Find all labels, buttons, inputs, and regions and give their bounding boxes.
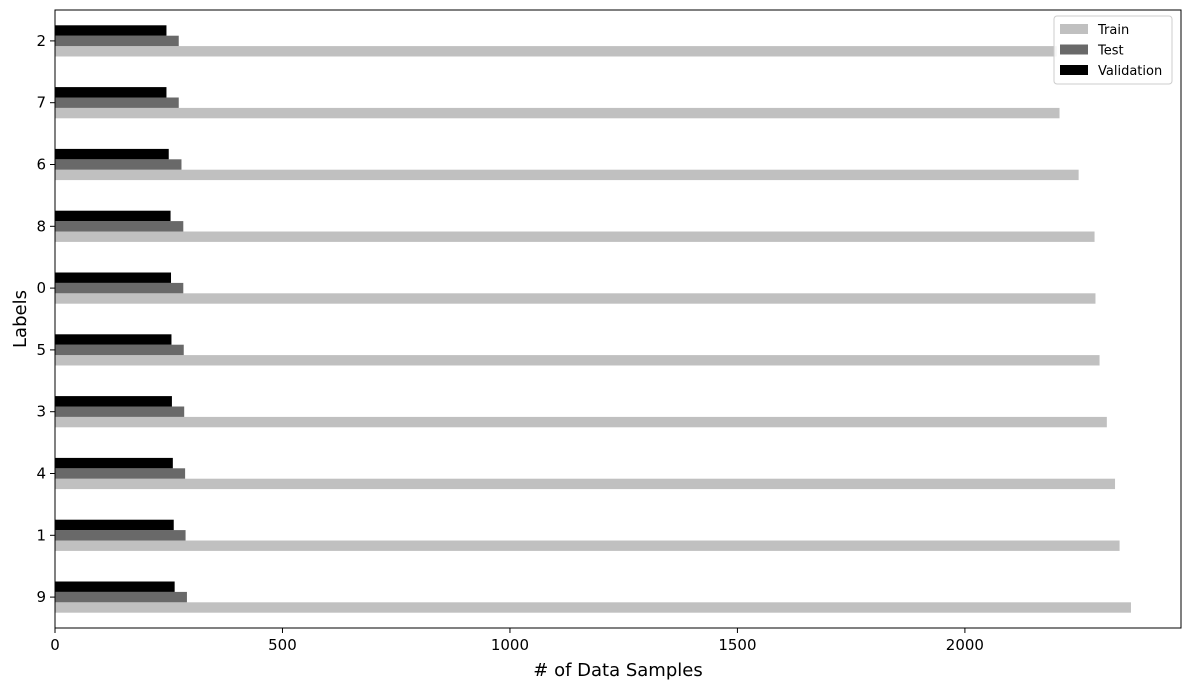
y-axis-label: Labels [10,290,31,348]
legend-swatch-validation [1060,65,1088,75]
bar-validation-label-7 [55,87,167,98]
bar-validation-label-1 [55,519,174,531]
bars-group [55,25,1131,613]
bar-train-label-7 [55,107,1060,119]
bar-validation-label-0 [55,272,172,283]
legend-swatch-train [1060,24,1088,34]
x-tick-label: 1000 [491,636,529,654]
bar-test-label-2 [55,35,179,47]
bar-validation-label-6 [55,148,169,160]
bar-train-label-2 [55,46,1057,57]
bar-validation-label-8 [55,210,171,222]
legend-label-train: Train [1097,23,1129,38]
y-tick-label: 0 [36,279,46,297]
bar-test-label-5 [55,344,184,356]
bar-test-label-7 [55,97,179,108]
bar-train-label-4 [55,478,1116,490]
bar-test-label-1 [55,530,186,541]
legend-swatch-test [1060,44,1088,55]
bar-test-label-0 [55,282,184,294]
x-tick-label: 500 [268,636,297,654]
x-tick-label: 1500 [718,636,756,654]
bar-train-label-0 [55,293,1096,304]
bar-train-label-5 [55,355,1100,366]
x-axis-label: # of Data Samples [533,660,702,681]
y-ticks-group: 9 1 4 3 5 0 8 6 7 2 [36,32,55,606]
bar-validation-label-9 [55,581,175,592]
bar-test-label-6 [55,159,182,170]
bar-validation-label-5 [55,334,172,345]
bar-train-label-8 [55,231,1095,242]
bar-test-label-3 [55,406,185,417]
y-tick-label: 3 [36,403,46,421]
x-tick-label: 0 [50,636,60,654]
plot-frame [54,9,1182,629]
y-tick-label: 4 [36,465,46,483]
y-tick-label: 9 [36,588,46,606]
bar-test-label-4 [55,468,186,479]
x-ticks-group: 0 500 1000 1500 2000 [50,628,984,654]
bar-test-label-9 [55,591,187,603]
bar-validation-label-2 [55,25,167,36]
y-tick-label: 1 [36,526,46,544]
bar-train-label-6 [55,169,1079,181]
bar-train-label-9 [55,602,1131,613]
y-tick-label: 2 [36,32,46,50]
bar-validation-label-4 [55,457,173,469]
y-tick-label: 8 [36,217,46,235]
y-tick-label: 7 [36,94,46,112]
y-tick-label: 5 [36,341,46,359]
bar-validation-label-3 [55,396,172,407]
bar-test-label-8 [55,221,184,232]
legend-label-validation: Validation [1098,64,1162,79]
x-tick-label: 2000 [946,636,984,654]
y-tick-label: 6 [36,156,46,174]
bar-train-label-1 [55,540,1120,551]
legend: Train Test Validation [1053,15,1173,85]
legend-label-test: Test [1097,44,1124,59]
bar-train-label-3 [55,416,1107,428]
